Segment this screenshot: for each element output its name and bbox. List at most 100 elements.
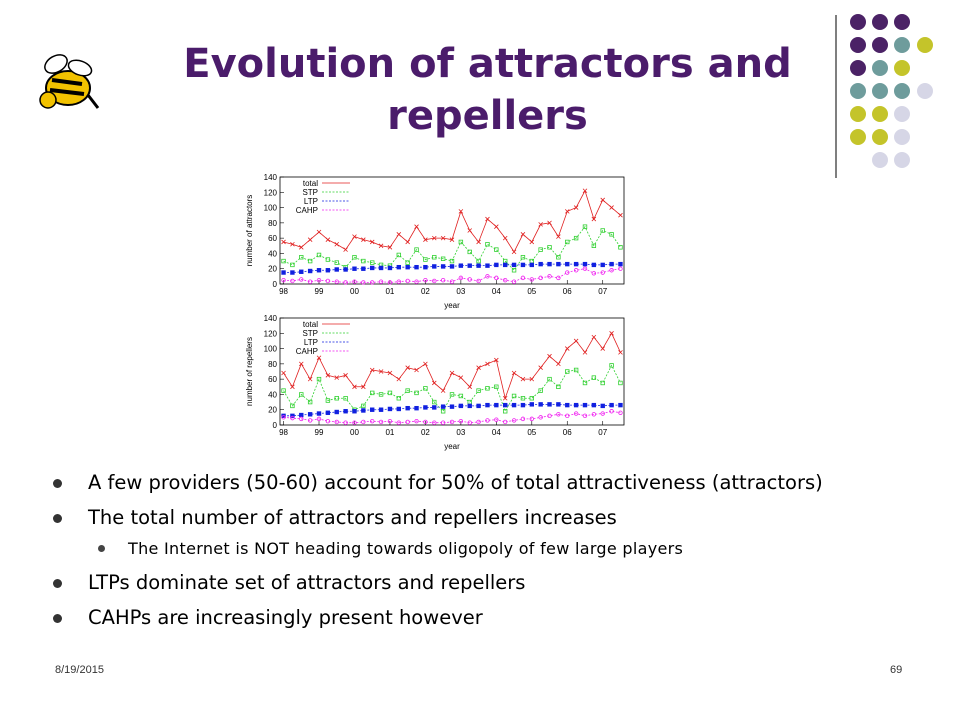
point <box>485 216 490 222</box>
point <box>618 380 623 386</box>
point <box>298 361 304 367</box>
point <box>547 220 552 226</box>
point <box>325 418 331 424</box>
point <box>600 228 605 233</box>
y-tick-label: 60 <box>268 375 277 384</box>
point <box>485 386 490 391</box>
point <box>538 247 543 252</box>
point <box>600 380 605 386</box>
y-tick-label: 80 <box>268 360 277 369</box>
point <box>316 355 322 361</box>
point <box>600 403 605 409</box>
point <box>547 353 552 359</box>
point <box>307 237 313 242</box>
y-tick-label: 80 <box>268 219 277 228</box>
point <box>502 419 508 425</box>
point <box>378 369 384 374</box>
bullet: CAHPs are increasingly present however <box>50 605 930 630</box>
point <box>618 410 623 415</box>
point <box>556 384 561 389</box>
point <box>618 266 623 271</box>
point <box>299 269 304 274</box>
point <box>334 396 339 401</box>
point <box>529 239 535 245</box>
point <box>582 380 588 386</box>
point <box>520 396 526 401</box>
point <box>370 407 375 412</box>
bullet: The total number of attractors and repel… <box>50 505 930 560</box>
legend-label: total <box>303 179 318 188</box>
point <box>529 396 534 401</box>
point <box>600 411 605 416</box>
point <box>556 361 561 367</box>
point <box>591 243 597 248</box>
point <box>281 388 286 393</box>
point <box>573 402 579 408</box>
point <box>343 396 348 401</box>
point <box>476 388 481 393</box>
point <box>361 237 366 242</box>
point <box>485 263 490 268</box>
point <box>494 402 499 408</box>
point <box>582 266 588 271</box>
point <box>432 255 437 260</box>
point <box>511 370 517 376</box>
x-axis-label: year <box>444 442 460 451</box>
point <box>502 277 508 283</box>
point <box>502 402 508 408</box>
point <box>352 255 357 260</box>
point <box>325 237 331 242</box>
point <box>405 264 410 270</box>
y-tick-label: 40 <box>268 249 277 258</box>
point <box>538 261 543 267</box>
point <box>573 411 579 416</box>
y-axis-label: number of attractors <box>245 195 254 267</box>
point <box>316 277 322 283</box>
point <box>290 278 295 284</box>
point <box>556 275 561 281</box>
sub-bullet: The Internet is NOT heading towards olig… <box>88 538 930 560</box>
point <box>449 279 455 284</box>
point <box>352 279 357 284</box>
point <box>591 334 597 340</box>
point <box>343 247 348 252</box>
point <box>467 263 472 268</box>
point <box>449 258 455 264</box>
point <box>538 365 543 370</box>
point <box>564 209 570 214</box>
point <box>538 388 543 393</box>
point <box>387 418 393 424</box>
point <box>591 412 597 417</box>
point <box>449 419 455 425</box>
point <box>405 388 410 393</box>
point <box>564 346 570 351</box>
point <box>432 278 437 284</box>
point <box>432 420 437 425</box>
point <box>290 403 295 409</box>
point <box>458 209 464 214</box>
point <box>334 279 339 284</box>
point <box>334 267 339 272</box>
point <box>538 415 543 420</box>
x-tick-label: 03 <box>456 287 465 296</box>
point <box>325 373 331 378</box>
point <box>361 280 366 285</box>
point <box>485 274 490 279</box>
point <box>591 271 597 276</box>
point <box>423 277 428 283</box>
point <box>476 403 481 409</box>
point <box>378 392 384 397</box>
bullet-text: LTPs dominate set of attractors and repe… <box>88 571 526 594</box>
point <box>520 262 526 268</box>
point <box>609 268 614 273</box>
point <box>573 205 579 210</box>
footer-date: 8/19/2015 <box>55 664 104 676</box>
point <box>361 258 366 264</box>
point <box>511 262 517 268</box>
point <box>423 237 428 242</box>
point <box>405 239 410 245</box>
point <box>307 268 313 274</box>
point <box>609 409 614 414</box>
chart: 0 20 40 60 80 100 120 140 98 99 00 01 02 03 04 05 06 07 ye… <box>245 314 625 451</box>
point <box>440 264 446 269</box>
